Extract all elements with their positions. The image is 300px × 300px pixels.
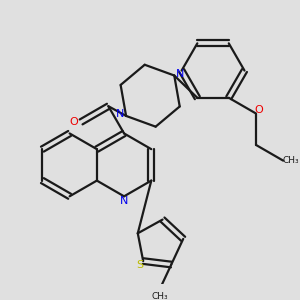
Text: N: N: [176, 69, 184, 79]
Text: S: S: [136, 260, 144, 270]
Text: N: N: [120, 196, 128, 206]
Text: N: N: [116, 109, 124, 119]
Text: CH₃: CH₃: [283, 156, 299, 165]
Text: CH₃: CH₃: [152, 292, 169, 300]
Text: O: O: [70, 117, 79, 127]
Text: O: O: [255, 105, 263, 115]
